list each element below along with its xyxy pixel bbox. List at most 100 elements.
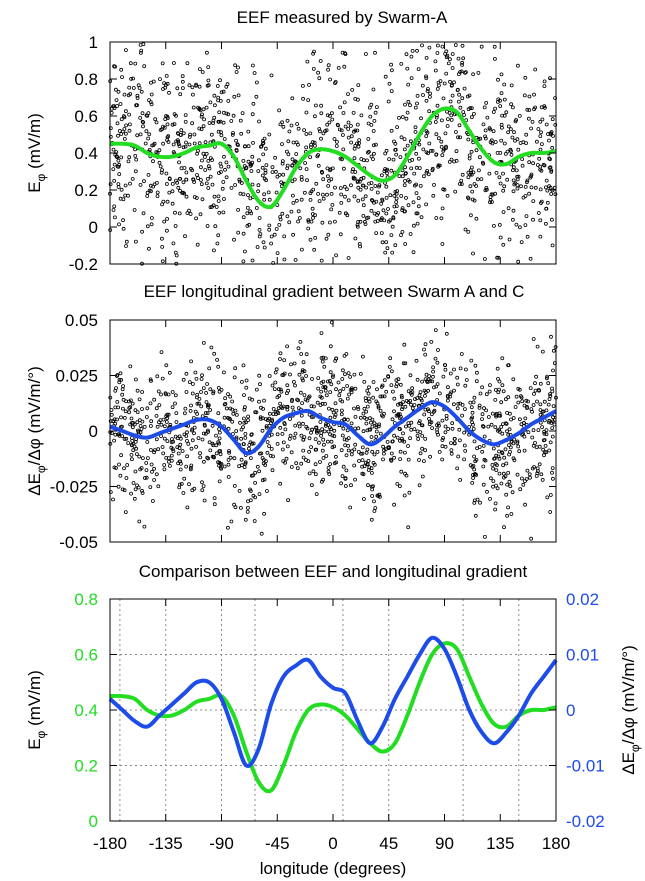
scatter-point (138, 430, 143, 435)
scatter-point (150, 499, 155, 503)
scatter-point (522, 403, 527, 408)
scatter-point (491, 479, 496, 484)
scatter-point (356, 185, 361, 190)
scatter-point (340, 377, 345, 381)
scatter-point (212, 93, 217, 98)
scatter-point (329, 191, 334, 196)
scatter-point (309, 483, 314, 488)
scatter-point (130, 425, 135, 430)
scatter-point (112, 106, 117, 110)
scatter-point (461, 56, 466, 61)
scatter-point (218, 78, 222, 83)
scatter-point (494, 413, 499, 418)
scatter-point (445, 124, 450, 128)
scatter-point (289, 450, 294, 455)
scatter-point (421, 93, 425, 97)
scatter-point (156, 484, 161, 489)
scatter-point (294, 152, 299, 156)
scatter-point (416, 156, 421, 161)
scatter-point (307, 471, 312, 476)
scatter-point (201, 151, 206, 156)
y-tick-label: 0.4 (74, 144, 98, 163)
scatter-point (262, 477, 267, 482)
scatter-point (267, 227, 272, 232)
scatter-point (241, 158, 246, 163)
scatter-point (417, 393, 422, 398)
scatter-point (504, 461, 509, 466)
scatter-point (459, 69, 464, 74)
scatter-point (156, 447, 161, 452)
scatter-point (290, 405, 295, 410)
scatter-point (151, 79, 156, 84)
scatter-point (497, 427, 502, 432)
scatter-point (368, 416, 372, 421)
scatter-point (144, 129, 149, 134)
scatter-point (406, 82, 411, 87)
scatter-point (203, 140, 208, 145)
scatter-point (439, 118, 444, 123)
scatter-point (441, 96, 446, 101)
scatter-point (379, 216, 384, 221)
scatter-point (219, 133, 224, 138)
scatter-point (130, 438, 135, 443)
scatter-point (148, 448, 153, 452)
scatter-point (348, 124, 353, 128)
scatter-point (482, 257, 487, 261)
scatter-point (306, 218, 311, 223)
scatter-point (288, 433, 293, 438)
scatter-point (343, 52, 348, 56)
scatter-point (340, 399, 345, 404)
scatter-point (386, 374, 391, 379)
scatter-point (520, 157, 525, 162)
scatter-point (527, 108, 532, 112)
scatter-point (509, 417, 513, 422)
scatter-point (311, 51, 316, 56)
scatter-point (116, 158, 121, 163)
y-tick-label: 0 (89, 218, 98, 237)
scatter-point (369, 186, 374, 191)
scatter-point (120, 392, 125, 397)
scatter-point (390, 250, 395, 255)
scatter-point (227, 450, 232, 455)
scatter-point (427, 95, 432, 99)
scatter-point (497, 429, 502, 434)
scatter-point (440, 242, 445, 246)
scatter-point (473, 363, 478, 368)
scatter-point (216, 364, 221, 369)
scatter-point (199, 182, 204, 187)
scatter-point (163, 391, 168, 396)
scatter-point (499, 91, 504, 96)
panel2-y-axis-label: ΔEφ/Δφ (mV/m/°) (25, 366, 48, 496)
scatter-point (420, 379, 425, 384)
scatter-point (278, 215, 283, 219)
scatter-point (169, 453, 174, 458)
scatter-point (408, 139, 413, 144)
scatter-point (415, 433, 420, 438)
scatter-point (365, 462, 370, 467)
scatter-point (434, 216, 439, 220)
scatter-point (479, 44, 484, 49)
scatter-point (170, 405, 175, 410)
scatter-point (293, 423, 298, 428)
scatter-point (207, 166, 212, 171)
scatter-point (472, 454, 477, 459)
scatter-point (408, 436, 413, 441)
scatter-point (343, 194, 347, 199)
panel3-left-y-ticks: 00.20.40.60.8 (74, 590, 117, 831)
scatter-point (144, 461, 149, 465)
scatter-point (177, 485, 182, 490)
scatter-point (368, 420, 373, 425)
scatter-point (340, 133, 345, 137)
scatter-point (318, 394, 323, 399)
panel-comparison: Comparison between EEF and longitudinal … (25, 562, 642, 878)
scatter-point (260, 428, 265, 433)
scatter-point (404, 424, 408, 429)
scatter-point (211, 121, 216, 125)
scatter-point (270, 170, 275, 175)
scatter-point (230, 399, 235, 404)
scatter-point (506, 432, 511, 437)
scatter-point (484, 187, 489, 192)
scatter-point (342, 372, 347, 377)
scatter-point (432, 408, 437, 413)
scatter-point (443, 367, 448, 372)
